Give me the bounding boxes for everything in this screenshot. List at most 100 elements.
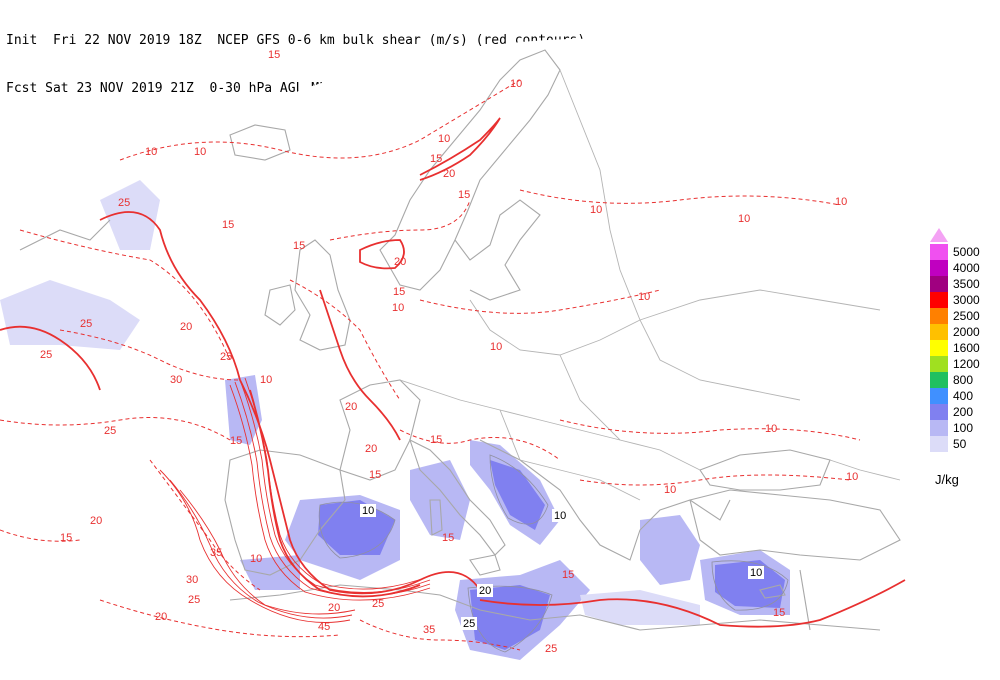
shear-contour-20-north-africa — [479, 579, 906, 628]
legend-level-400: 400 — [928, 388, 998, 404]
cape-label-box — [477, 584, 493, 597]
cape-label: 10 — [360, 504, 376, 517]
legend-level-1200: 1200 — [928, 356, 998, 372]
coast-scandinavia — [379, 49, 561, 291]
shear-contour-10-southeast — [559, 419, 861, 441]
mucape-contour-levant — [711, 560, 789, 611]
coast-baltic — [454, 199, 541, 301]
cape-label: 10 — [552, 509, 568, 522]
shear-label: 10 — [835, 196, 847, 208]
shear-label: 10 — [738, 213, 750, 225]
shear-label: 10 — [194, 146, 206, 158]
legend-label: 200 — [953, 405, 974, 419]
shear-label: 20 — [345, 401, 357, 413]
shear-label: 35 — [423, 624, 435, 636]
border-balkans — [499, 409, 641, 501]
shear-label: 20 — [443, 168, 455, 180]
cape-area-adriatic-core — [490, 460, 545, 530]
legend-level-100: 100 — [928, 420, 998, 436]
mucape-contours — [318, 454, 789, 653]
shear-jet-bundle — [159, 377, 431, 623]
legend-level-2000: 2000 — [928, 324, 998, 340]
shear-label: 45 — [318, 621, 330, 633]
shear-label: 25 — [188, 594, 200, 606]
coast-sardinia — [429, 499, 443, 536]
shear-label: 25 — [40, 349, 52, 361]
shear-label: 10 — [846, 471, 858, 483]
shear-label: 15 — [369, 469, 381, 481]
legend-swatch — [930, 260, 948, 276]
legend-level-50: 50 — [928, 436, 998, 452]
shear-contours-dashed — [0, 79, 861, 651]
cape-label-text: 10 — [554, 510, 566, 522]
coast-ireland — [264, 284, 296, 326]
coast-britain — [294, 239, 351, 351]
shear-label: 10 — [765, 423, 777, 435]
legend-label: 2000 — [953, 325, 980, 339]
shear-label: 15 — [230, 435, 242, 447]
cape-label: 10 — [748, 566, 764, 579]
legend-swatch — [930, 276, 948, 292]
shear-label: 25 — [80, 318, 92, 330]
cape-contour-labels: 10 10 10 20 25 — [360, 504, 764, 630]
shear-label: 30 — [170, 374, 182, 386]
legend-label: 5000 — [953, 245, 980, 259]
legend-level-200: 200 — [928, 404, 998, 420]
shear-label: 15 — [222, 219, 234, 231]
shear-label: 20 — [180, 321, 192, 333]
shear-contour-10-north — [119, 79, 521, 161]
shear-label: 15 — [60, 532, 72, 544]
legend-levels: 5000 4000 3500 3000 2500 2000 1600 1200 800 400 20… — [928, 244, 998, 452]
shear-label: 25 — [545, 643, 557, 655]
legend-arrow-row — [928, 228, 998, 244]
shear-contour-15-atlantic — [0, 417, 231, 441]
legend-swatch — [930, 340, 948, 356]
shear-label: 20 — [90, 515, 102, 527]
legend-label: 50 — [953, 437, 967, 451]
shear-label: 15 — [773, 607, 785, 619]
jet-line-4 — [229, 384, 431, 601]
shear-label: 25 — [372, 598, 384, 610]
shear-label: 10 — [664, 484, 676, 496]
coast-france — [339, 379, 421, 481]
jet-line-1 — [239, 379, 431, 593]
legend-label: 4000 — [953, 261, 980, 275]
legend-swatch — [930, 324, 948, 340]
shear-label: 15 — [442, 532, 454, 544]
legend-swatch — [930, 292, 948, 308]
shear-label: 20 — [155, 611, 167, 623]
cape-label-text: 10 — [750, 567, 762, 579]
cape-label-text: 10 — [362, 505, 374, 517]
coast-balkans — [479, 439, 731, 561]
legend-level-2500: 2500 — [928, 308, 998, 324]
cape-area-levant-core — [715, 560, 785, 608]
border-central-europe — [469, 299, 641, 356]
mucape-contour-adriatic — [489, 454, 549, 525]
mucape-contour-west-med — [318, 501, 396, 559]
shear-contour-15-med — [399, 429, 561, 461]
cape-label-box — [461, 617, 477, 630]
shear-contour-25-west-edge — [0, 325, 101, 391]
legend-swatch — [930, 372, 948, 388]
legend-label: 1600 — [953, 341, 980, 355]
shear-contour-20-north-sea — [289, 279, 401, 401]
shear-contour-30-iberia — [149, 459, 261, 591]
coast-iceland — [229, 124, 291, 161]
shear-contour-15-south — [0, 529, 81, 542]
legend-swatch — [930, 356, 948, 372]
coast-italy — [409, 438, 506, 556]
shear-label: 25 — [118, 197, 130, 209]
cape-area-alboran — [240, 555, 300, 590]
cape-area-biscay — [225, 375, 262, 445]
shear-contour-20-bay — [319, 289, 401, 441]
shear-label: 20 — [328, 602, 340, 614]
cape-label-box — [552, 509, 568, 522]
shear-contour-15-baltic — [329, 199, 471, 241]
coast-levant — [799, 569, 811, 631]
cape-area-atlantic-northwest — [0, 280, 140, 350]
legend-swatch — [930, 244, 948, 260]
cape-label-text: 25 — [463, 618, 475, 630]
map-domain — [0, 38, 910, 661]
border-ukraine — [559, 354, 701, 471]
